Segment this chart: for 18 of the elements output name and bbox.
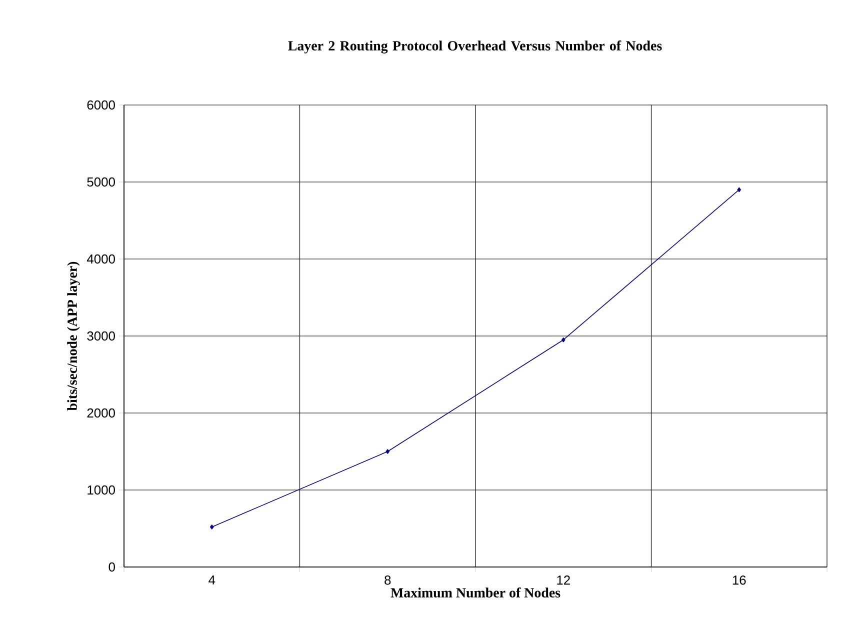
- x-tick-label: 12: [557, 576, 570, 585]
- y-tick-label: 0: [108, 562, 115, 572]
- x-axis-title: Maximum Number of Nodes: [390, 588, 560, 598]
- point: [561, 337, 566, 342]
- y-tick-label: 3000: [87, 331, 115, 341]
- y-tick-label: 5000: [87, 177, 115, 187]
- y-axis-title: bits/sec/node (APP layer): [67, 262, 80, 411]
- point: [386, 449, 390, 454]
- x-tick-label: 8: [384, 576, 391, 585]
- x-tick-label: 16: [732, 576, 746, 585]
- y-tick-label: 2000: [87, 408, 115, 418]
- x-tick-label: 4: [208, 576, 216, 584]
- point: [737, 187, 742, 192]
- y-tick-label: 1000: [88, 485, 115, 495]
- chart-title: Layer 2 Routing Protocol Overhead Versus Number of Nodes: [288, 40, 662, 54]
- y-tick-label: 6000: [87, 100, 115, 110]
- point: [210, 524, 214, 530]
- y-tick-label: 4000: [86, 254, 115, 264]
